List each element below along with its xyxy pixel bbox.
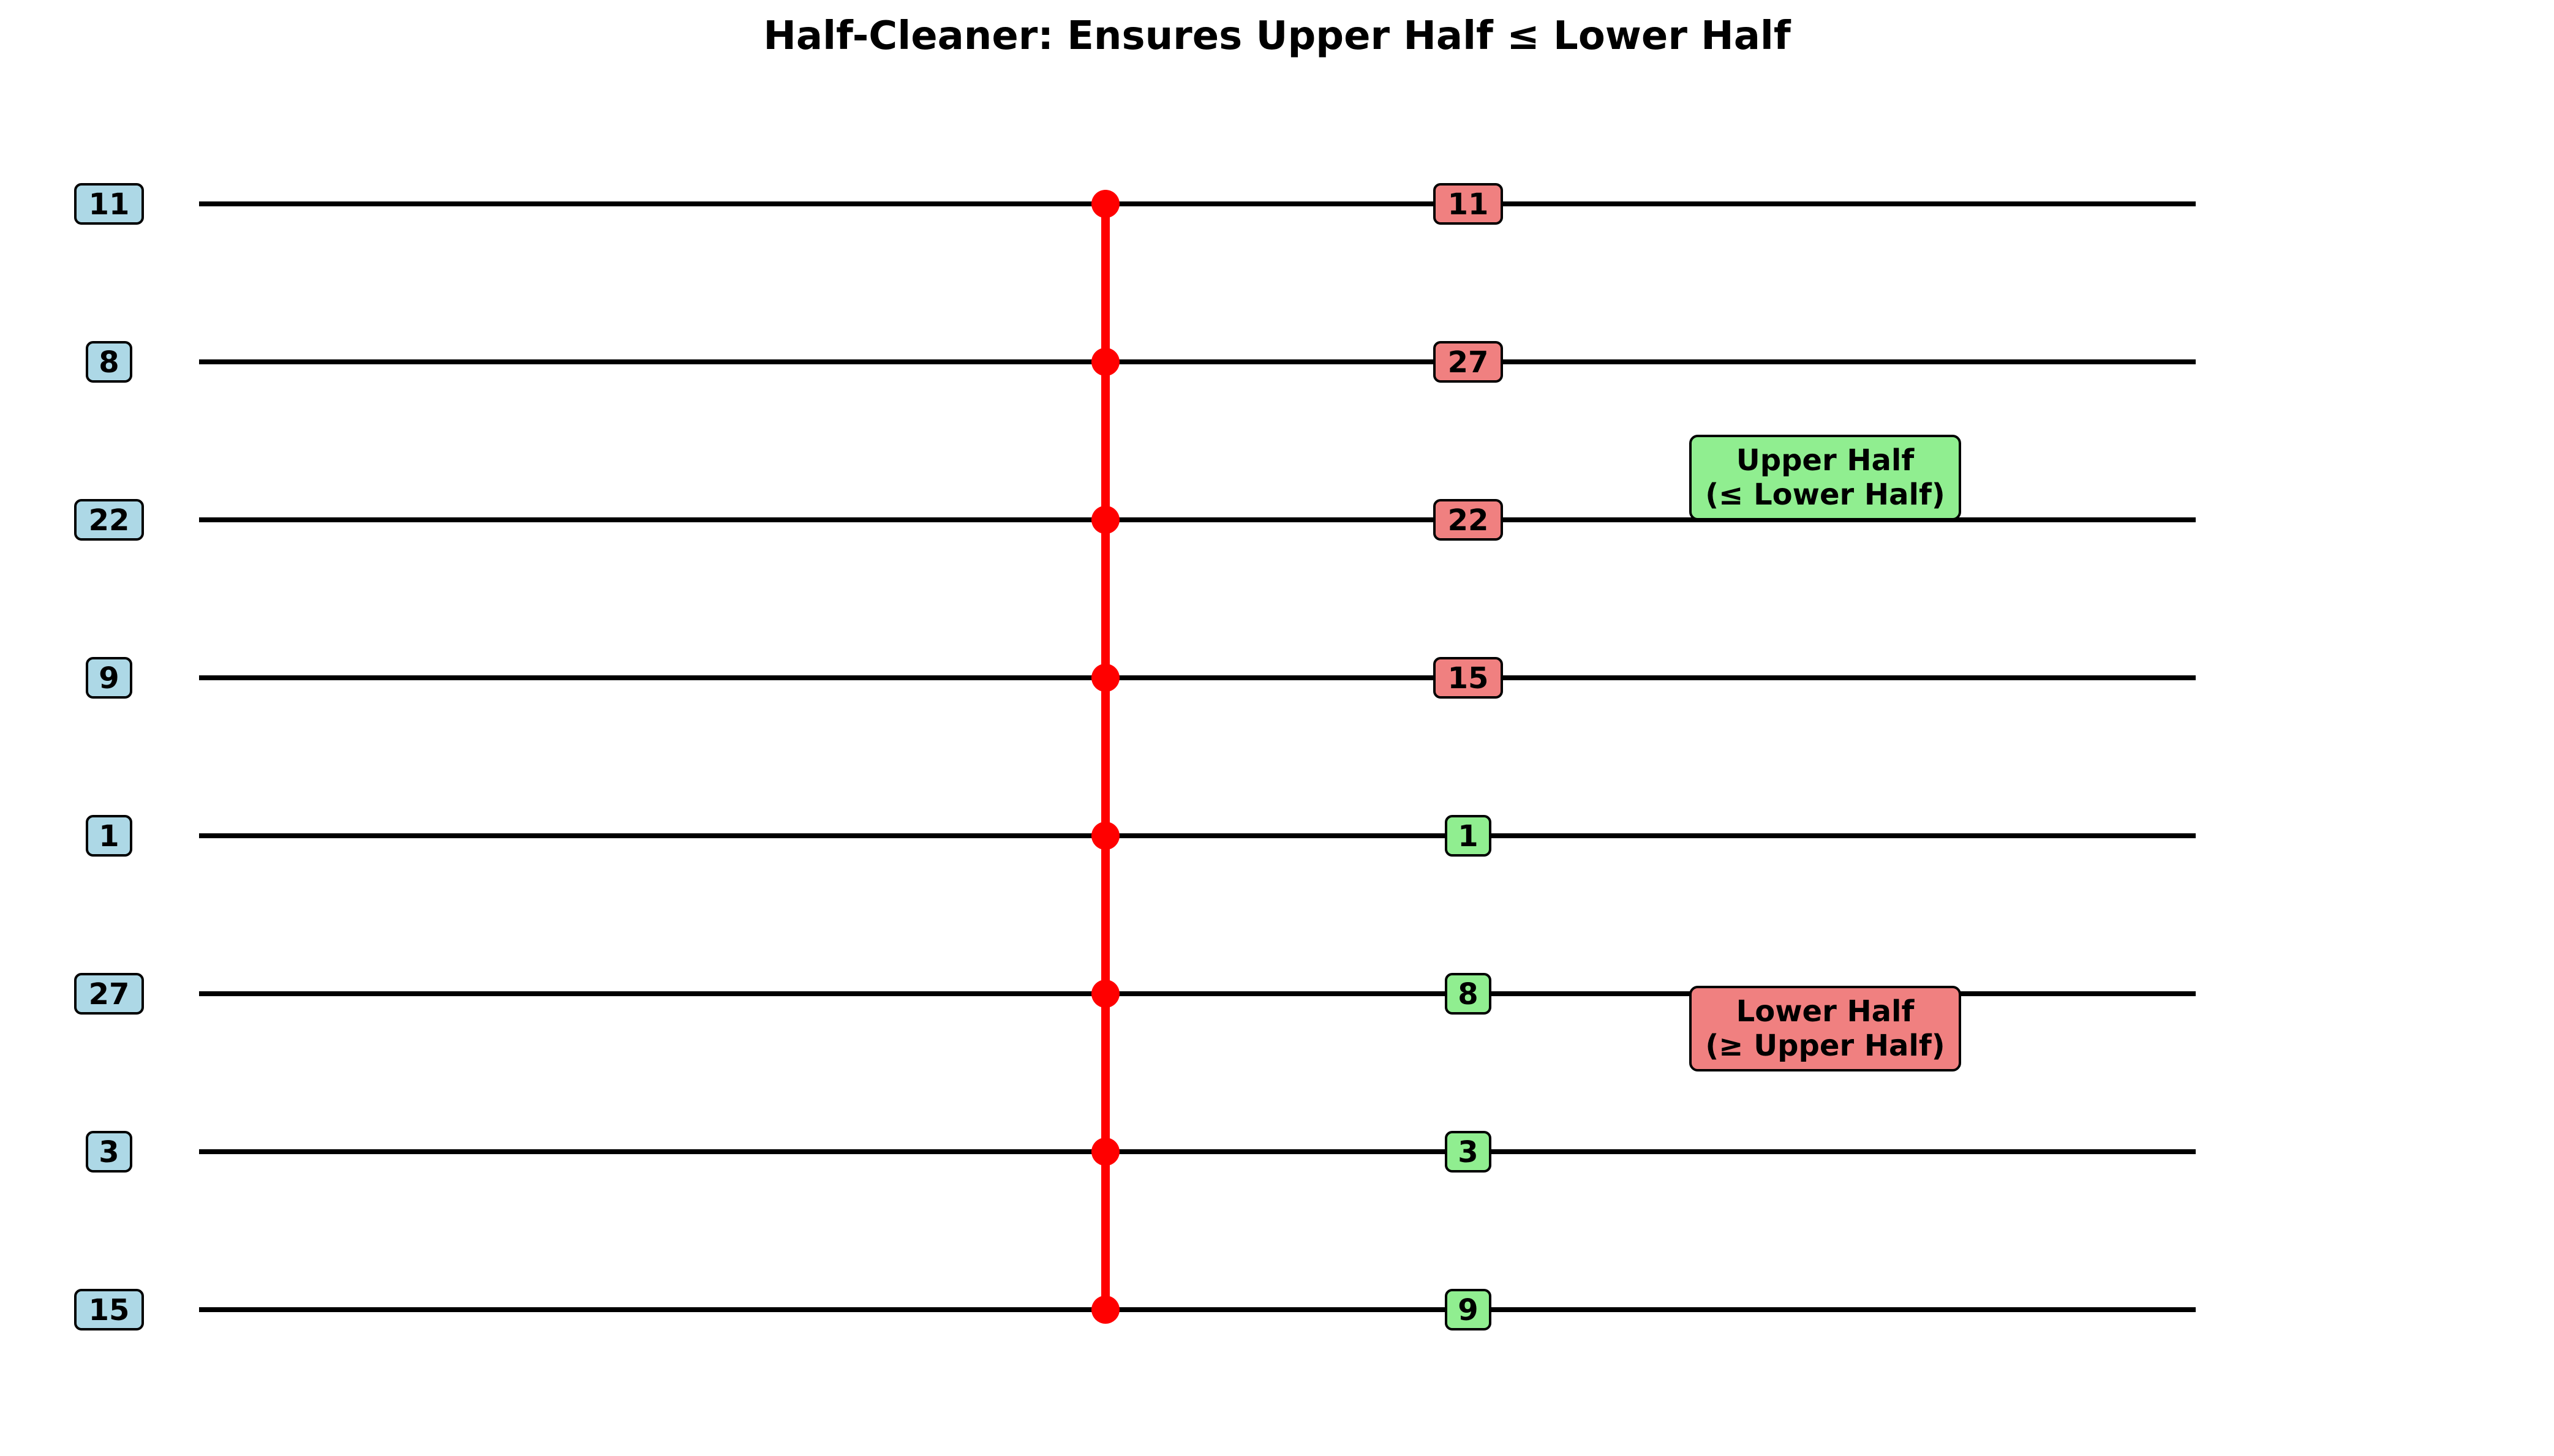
output-label-5: 1 <box>1445 815 1491 857</box>
output-label-6: 8 <box>1445 973 1491 1015</box>
comparator <box>1091 190 1120 1324</box>
input-label-6-box <box>74 973 144 1015</box>
upper-half-annotation-line-1: Upper Half <box>1736 443 1915 478</box>
input-label-6-text: 27 <box>89 977 130 1011</box>
upper-half-annotation-box <box>1689 435 1961 520</box>
output-label-2-text: 27 <box>1448 345 1489 380</box>
input-label-7-box <box>86 1131 132 1173</box>
comparator-node-8 <box>1091 1296 1120 1324</box>
output-label-4-text: 15 <box>1448 661 1489 696</box>
lower-half-annotation-box <box>1689 986 1961 1071</box>
lower-half-annotation-line-2: (≥ Upper Half) <box>1705 1029 1945 1063</box>
output-label-1-text: 11 <box>1448 187 1489 222</box>
output-labels: 11 27 22 15 1 8 3 9 <box>1433 183 1503 1330</box>
input-label-5: 1 <box>86 815 132 857</box>
output-label-8: 9 <box>1445 1289 1491 1330</box>
output-label-4: 15 <box>1433 657 1503 699</box>
input-label-5-box <box>86 815 132 857</box>
comparator-node-6 <box>1091 980 1120 1008</box>
output-label-1-box <box>1433 183 1503 225</box>
comparator-node-5 <box>1091 822 1120 850</box>
annotations: Upper Half(≤ Lower Half) Lower Half(≥ Upp… <box>1689 435 1961 1071</box>
output-label-6-box <box>1445 973 1491 1015</box>
comparator-node-1 <box>1091 190 1120 218</box>
output-label-2: 27 <box>1433 341 1503 383</box>
upper-half-annotation-line-2: (≤ Lower Half) <box>1705 478 1945 512</box>
output-label-8-box <box>1445 1289 1491 1330</box>
input-label-5-text: 1 <box>99 819 119 854</box>
input-label-2-text: 8 <box>99 345 119 380</box>
output-label-2-box <box>1433 341 1503 383</box>
output-label-8-text: 9 <box>1458 1293 1478 1327</box>
input-label-4: 9 <box>86 657 132 699</box>
output-label-5-text: 1 <box>1458 819 1478 854</box>
wires <box>199 201 2196 1312</box>
comparator-node-3 <box>1091 506 1120 534</box>
comparator-node-2 <box>1091 348 1120 376</box>
upper-half-annotation: Upper Half(≤ Lower Half) <box>1689 435 1961 520</box>
comparator-node-4 <box>1091 664 1120 692</box>
input-label-3-text: 22 <box>89 503 130 538</box>
output-label-5-box <box>1445 815 1491 857</box>
output-label-7-text: 3 <box>1458 1135 1478 1169</box>
input-label-1-box <box>74 183 144 225</box>
input-label-4-text: 9 <box>99 661 119 696</box>
input-label-1: 11 <box>74 183 144 225</box>
input-label-2: 8 <box>86 341 132 383</box>
input-label-8-box <box>74 1289 144 1330</box>
output-label-3: 22 <box>1433 499 1503 541</box>
input-label-3: 22 <box>74 499 144 541</box>
output-label-6-text: 8 <box>1458 977 1478 1011</box>
output-label-7-box <box>1445 1131 1491 1173</box>
output-label-4-box <box>1433 657 1503 699</box>
input-label-4-box <box>86 657 132 699</box>
output-label-3-text: 22 <box>1448 503 1489 538</box>
output-label-3-box <box>1433 499 1503 541</box>
input-label-8: 15 <box>74 1289 144 1330</box>
lower-half-annotation: Lower Half(≥ Upper Half) <box>1689 986 1961 1071</box>
output-label-1: 11 <box>1433 183 1503 225</box>
input-label-6: 27 <box>74 973 144 1015</box>
input-label-7-text: 3 <box>99 1135 119 1169</box>
input-labels: 11 8 22 9 1 27 3 15 <box>74 183 144 1330</box>
output-label-7: 3 <box>1445 1131 1491 1173</box>
input-label-8-text: 15 <box>89 1293 130 1327</box>
diagram-title: Half-Cleaner: Ensures Upper Half ≤ Lower… <box>763 13 1791 59</box>
lower-half-annotation-line-1: Lower Half <box>1736 994 1915 1029</box>
comparator-node-7 <box>1091 1138 1120 1166</box>
input-label-1-text: 11 <box>89 187 130 222</box>
input-label-7: 3 <box>86 1131 132 1173</box>
input-label-2-box <box>86 341 132 383</box>
input-label-3-box <box>74 499 144 541</box>
